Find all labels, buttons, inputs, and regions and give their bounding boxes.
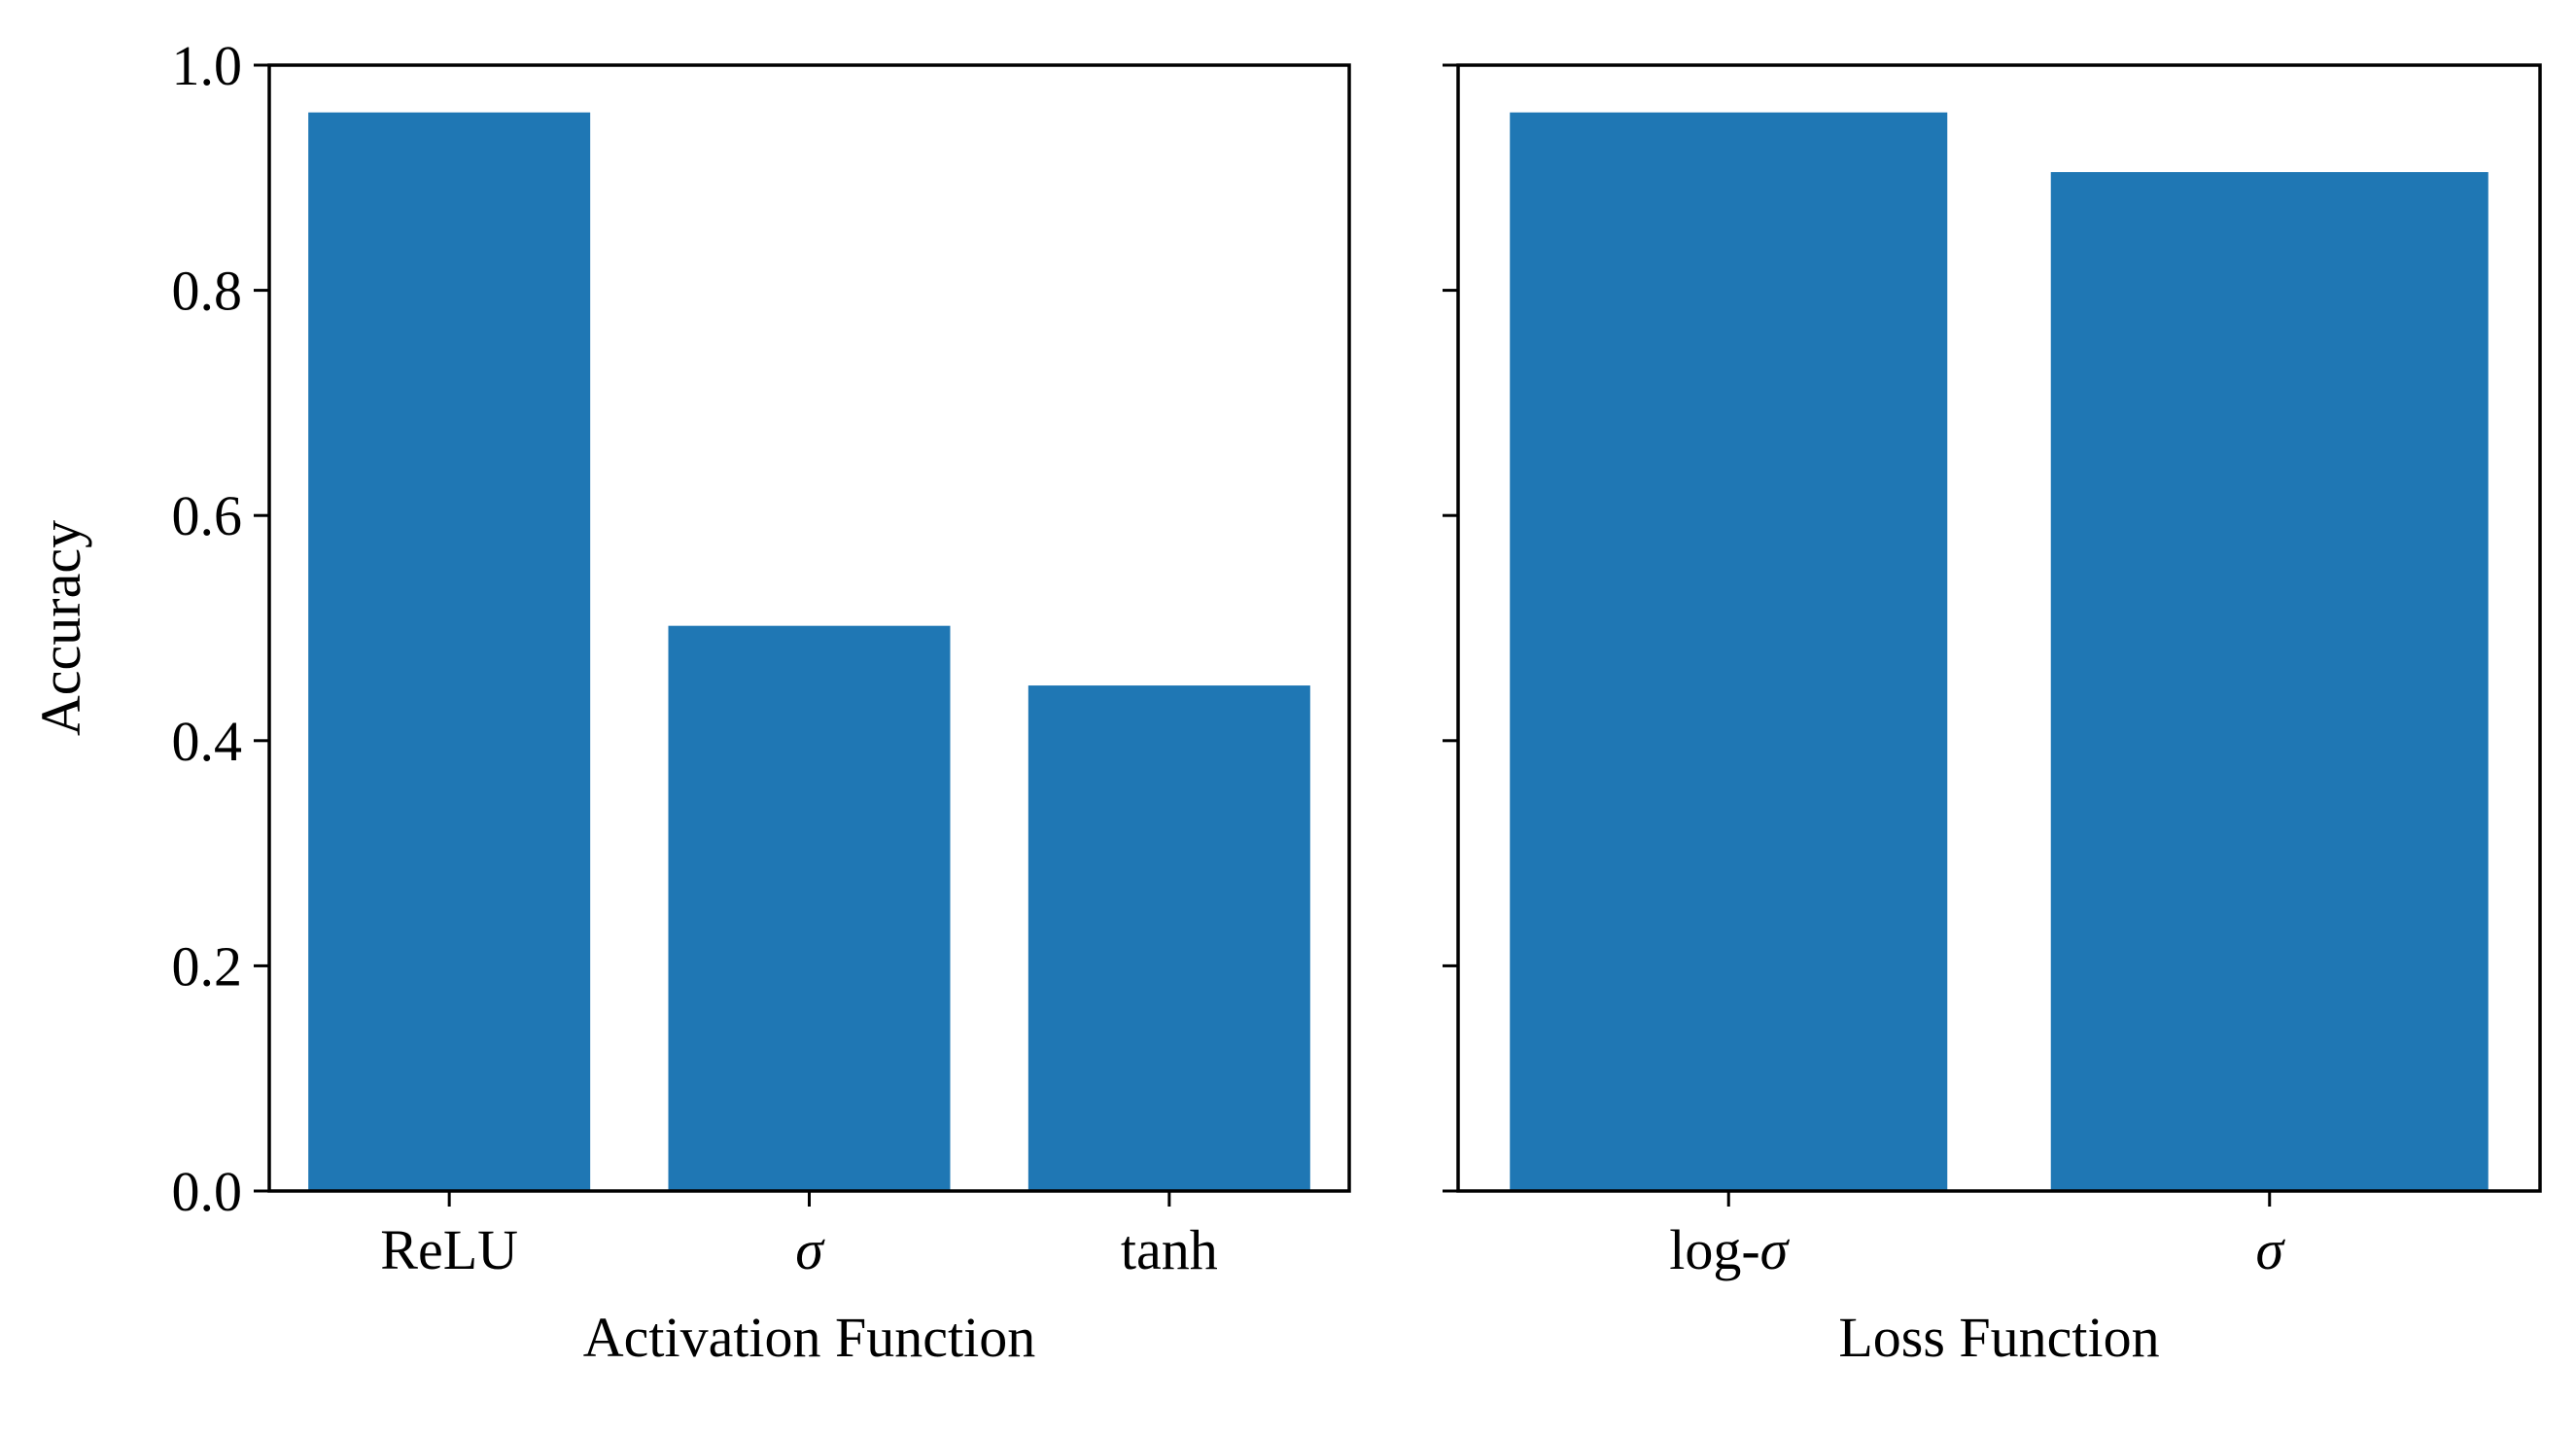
bar-2 (1027, 685, 1310, 1191)
bar-1 (2050, 172, 2489, 1191)
loss-function-chart: log-σ σ Loss Function (1443, 63, 2542, 1369)
activation-x-ticks: ReLU σ tanh (380, 1191, 1218, 1281)
y-tick-label: 0.0 (172, 1160, 243, 1223)
x-axis-label: Loss Function (1838, 1306, 2159, 1369)
activation-y-ticks: 0.0 0.2 0.4 0.6 0.8 1.0 (172, 34, 269, 1223)
activation-bars (308, 112, 1310, 1192)
x-tick-label: log-σ (1669, 1218, 1790, 1281)
y-tick-label: 0.8 (172, 260, 243, 323)
x-tick-label: ReLU (380, 1218, 518, 1281)
activation-function-chart: 0.0 0.2 0.4 0.6 0.8 1.0 ReLU σ tanh Activation … (29, 34, 1351, 1369)
loss-y-ticks (1443, 63, 1458, 1193)
bar-0 (308, 112, 591, 1192)
x-axis-label: Activation Function (583, 1306, 1036, 1369)
y-tick-label: 0.4 (172, 710, 243, 773)
y-tick-label: 0.2 (172, 934, 243, 998)
loss-axes-frame (1456, 63, 2542, 1193)
x-tick-label: tanh (1121, 1218, 1218, 1281)
bar-0 (1510, 112, 1948, 1192)
x-tick-label: σ (2255, 1218, 2285, 1281)
loss-bars (1510, 112, 2489, 1192)
y-axis-label: Accuracy (29, 520, 92, 736)
loss-x-ticks: log-σ σ (1669, 1191, 2285, 1281)
x-tick-label: σ (795, 1218, 825, 1281)
y-tick-label: 1.0 (172, 34, 243, 97)
y-tick-label: 0.6 (172, 484, 243, 547)
bar-1 (668, 625, 951, 1191)
